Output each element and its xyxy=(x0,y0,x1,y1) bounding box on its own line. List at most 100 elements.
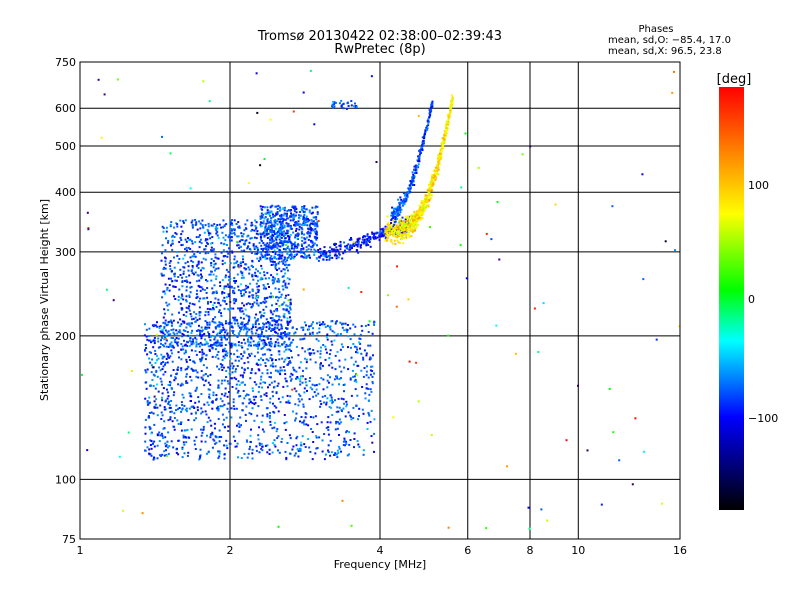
data-point xyxy=(151,442,154,445)
data-point xyxy=(259,272,262,275)
data-point xyxy=(412,177,415,180)
data-point xyxy=(319,350,322,353)
data-point xyxy=(291,373,294,376)
data-point xyxy=(162,387,165,390)
data-point xyxy=(329,246,332,249)
data-point xyxy=(227,275,230,278)
data-point xyxy=(158,431,161,434)
data-point xyxy=(200,337,203,340)
data-point xyxy=(295,208,298,211)
data-point xyxy=(284,297,287,300)
data-point xyxy=(399,221,402,224)
data-point xyxy=(272,251,275,253)
data-point xyxy=(193,443,196,446)
data-point xyxy=(388,225,391,228)
data-point xyxy=(411,230,414,233)
data-point xyxy=(250,352,253,355)
data-point xyxy=(196,263,199,266)
data-point xyxy=(402,192,405,195)
data-point xyxy=(485,527,488,530)
data-point xyxy=(370,409,373,412)
data-point xyxy=(249,371,252,374)
data-point xyxy=(168,303,171,306)
data-point xyxy=(282,217,285,220)
data-point xyxy=(386,229,389,232)
data-point xyxy=(387,294,390,297)
data-point xyxy=(351,369,354,372)
data-point xyxy=(309,358,312,361)
data-point xyxy=(375,231,378,234)
data-point xyxy=(255,237,258,240)
data-point xyxy=(279,366,282,369)
data-point xyxy=(365,370,368,373)
data-point xyxy=(407,187,410,190)
data-point xyxy=(248,272,251,275)
data-point xyxy=(302,421,305,424)
data-point xyxy=(170,270,173,272)
data-point xyxy=(283,224,286,227)
data-point xyxy=(299,448,302,451)
data-point xyxy=(218,455,221,458)
data-point xyxy=(243,229,246,232)
data-point xyxy=(405,229,408,232)
data-point xyxy=(269,309,272,312)
data-point xyxy=(255,319,258,322)
data-point xyxy=(305,423,308,426)
data-point xyxy=(362,375,365,378)
data-point xyxy=(276,236,279,239)
data-point xyxy=(226,332,229,335)
data-point xyxy=(311,431,314,433)
data-point xyxy=(303,222,306,225)
data-point xyxy=(390,232,393,234)
plot-border xyxy=(79,61,681,540)
data-point xyxy=(257,289,260,292)
data-point xyxy=(153,423,156,426)
data-point xyxy=(269,423,272,426)
data-point xyxy=(193,407,196,409)
data-point xyxy=(182,272,185,275)
data-point xyxy=(409,224,412,226)
data-point xyxy=(156,321,158,324)
data-point xyxy=(521,153,524,156)
data-point xyxy=(285,458,288,461)
data-point xyxy=(196,250,199,253)
data-point xyxy=(200,277,203,280)
data-point xyxy=(215,278,218,281)
data-point xyxy=(271,235,274,238)
data-point xyxy=(244,308,247,311)
data-point xyxy=(245,332,248,335)
data-point xyxy=(398,219,401,222)
data-point xyxy=(211,355,214,358)
data-point xyxy=(440,155,443,158)
data-point xyxy=(166,440,169,443)
data-point xyxy=(427,205,430,208)
data-point xyxy=(270,292,272,295)
data-point xyxy=(282,259,285,262)
data-point xyxy=(384,237,387,240)
data-point xyxy=(157,346,160,349)
data-point xyxy=(260,239,263,242)
data-point xyxy=(222,326,225,329)
data-point xyxy=(258,260,260,262)
data-point xyxy=(202,267,205,270)
data-point xyxy=(215,398,218,401)
data-point xyxy=(163,335,166,338)
data-point xyxy=(206,296,209,299)
data-point xyxy=(352,343,355,345)
data-point xyxy=(208,388,211,391)
data-point xyxy=(268,341,270,344)
data-point xyxy=(280,242,283,245)
data-point xyxy=(206,452,208,455)
data-point xyxy=(186,428,189,431)
data-point xyxy=(182,396,185,399)
data-point xyxy=(496,200,499,203)
data-point xyxy=(389,230,392,233)
data-point xyxy=(304,381,307,384)
data-point xyxy=(161,225,164,228)
data-point xyxy=(198,345,201,348)
data-point xyxy=(323,323,326,326)
data-point xyxy=(259,205,262,208)
data-point xyxy=(164,370,167,373)
data-point xyxy=(198,300,201,303)
data-point xyxy=(296,253,299,256)
